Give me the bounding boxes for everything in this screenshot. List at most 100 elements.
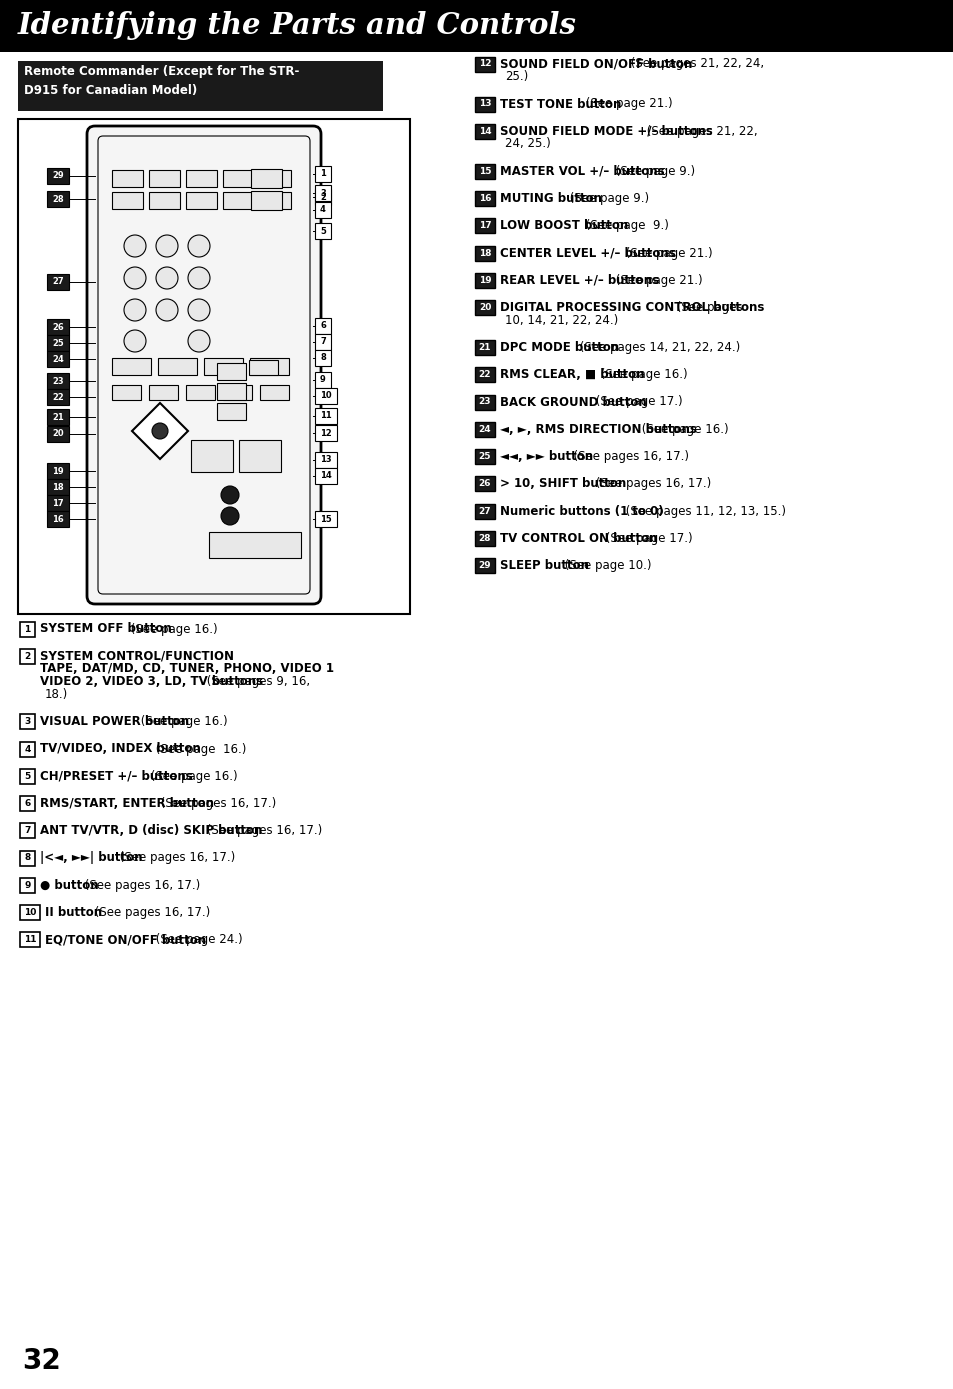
Text: 6: 6 [319, 321, 326, 331]
FancyBboxPatch shape [209, 532, 301, 558]
FancyBboxPatch shape [150, 385, 178, 400]
Text: (See page 21.): (See page 21.) [612, 274, 702, 286]
Text: MASTER VOL +/– buttons: MASTER VOL +/– buttons [499, 165, 664, 178]
Bar [47, 192, 69, 207]
Text: 1: 1 [319, 169, 326, 179]
Text: 17: 17 [478, 221, 491, 231]
FancyBboxPatch shape [223, 385, 253, 400]
Text: EQ/TONE ON/OFF button: EQ/TONE ON/OFF button [45, 933, 206, 946]
Text: (See page  16.): (See page 16.) [152, 743, 246, 756]
FancyBboxPatch shape [217, 403, 246, 419]
Bar [314, 350, 331, 365]
Bar [475, 246, 495, 261]
Text: 10: 10 [320, 392, 332, 400]
Bar [475, 531, 495, 546]
Text: 28: 28 [52, 194, 64, 204]
Text: 7: 7 [320, 338, 326, 346]
Bar [18, 119, 410, 614]
Text: VISUAL POWER button: VISUAL POWER button [40, 715, 189, 728]
Bar [475, 124, 495, 139]
Bar [475, 476, 495, 492]
Bar [314, 511, 336, 526]
Text: 8: 8 [25, 853, 30, 863]
FancyBboxPatch shape [191, 440, 233, 472]
Text: (See page 16.): (See page 16.) [127, 622, 217, 636]
Bar [20, 649, 35, 664]
Text: (See page 16.): (See page 16.) [137, 715, 227, 728]
Text: 16: 16 [52, 514, 64, 524]
Text: 5: 5 [319, 226, 326, 236]
Text: 21: 21 [52, 413, 64, 421]
Text: ANT TV/VTR, D (disc) SKIP button: ANT TV/VTR, D (disc) SKIP button [40, 824, 262, 838]
Bar [475, 218, 495, 233]
Bar [47, 511, 69, 526]
Text: (See pages 16, 17.): (See pages 16, 17.) [203, 824, 322, 838]
Text: 18: 18 [52, 482, 64, 492]
Text: SLEEP button: SLEEP button [499, 558, 588, 572]
Text: (See page 10.): (See page 10.) [560, 558, 651, 572]
Bar [314, 333, 331, 350]
Bar [47, 463, 69, 479]
Circle shape [124, 331, 146, 351]
Text: 26: 26 [478, 479, 491, 489]
Bar [475, 422, 495, 436]
Text: Numeric buttons (1 to 0): Numeric buttons (1 to 0) [499, 504, 663, 518]
Text: SYSTEM OFF button: SYSTEM OFF button [40, 622, 172, 636]
Bar [20, 714, 35, 729]
Text: 12: 12 [320, 428, 332, 438]
FancyBboxPatch shape [112, 192, 143, 208]
Text: Remote Commander (Except for The STR-
D915 for Canadian Model): Remote Commander (Except for The STR- D9… [24, 65, 299, 97]
Text: 32: 32 [22, 1347, 61, 1375]
FancyBboxPatch shape [223, 169, 254, 186]
Text: 3: 3 [25, 717, 30, 726]
Bar [20, 906, 40, 920]
Text: 14: 14 [478, 126, 491, 136]
Bar [47, 389, 69, 406]
Bar [314, 425, 336, 440]
Circle shape [221, 507, 239, 525]
Text: (See page 9.): (See page 9.) [612, 165, 695, 178]
Text: 10, 14, 21, 22, 24.): 10, 14, 21, 22, 24.) [504, 314, 618, 326]
Text: (See pages 16, 17.): (See pages 16, 17.) [157, 797, 276, 810]
Bar [47, 351, 69, 367]
Text: (See page 9.): (See page 9.) [566, 192, 649, 206]
Bar [475, 192, 495, 206]
Text: 24: 24 [52, 354, 64, 364]
Text: SOUND FIELD MODE +/– buttons: SOUND FIELD MODE +/– buttons [499, 125, 712, 138]
Bar [314, 318, 331, 333]
Text: ◄, ►, RMS DIRECTION buttons: ◄, ►, RMS DIRECTION buttons [499, 422, 696, 436]
Text: 2: 2 [25, 651, 30, 661]
Text: (See page 21.): (See page 21.) [621, 246, 712, 260]
Bar [475, 367, 495, 382]
Text: 17: 17 [52, 499, 64, 507]
Bar [47, 479, 69, 494]
Circle shape [156, 267, 178, 289]
Text: (See pages 21, 22, 24,: (See pages 21, 22, 24, [627, 57, 763, 71]
Text: 27: 27 [52, 278, 64, 286]
Text: > 10, SHIFT button: > 10, SHIFT button [499, 478, 625, 490]
Text: BACK GROUND button: BACK GROUND button [499, 396, 646, 408]
Text: (See pages 16, 17.): (See pages 16, 17.) [91, 906, 210, 920]
Text: (See pages: (See pages [673, 301, 742, 314]
FancyBboxPatch shape [150, 169, 180, 186]
Text: 13: 13 [320, 456, 332, 464]
Bar [20, 742, 35, 757]
Circle shape [124, 235, 146, 257]
Bar [475, 272, 495, 288]
Text: 9: 9 [24, 881, 30, 890]
Text: 25.): 25.) [504, 71, 528, 83]
Text: DPC MODE button: DPC MODE button [499, 342, 618, 354]
FancyBboxPatch shape [252, 190, 282, 210]
Text: REAR LEVEL +/– buttons: REAR LEVEL +/– buttons [499, 274, 659, 286]
FancyBboxPatch shape [217, 363, 246, 379]
Text: 4: 4 [319, 206, 326, 214]
Text: (See pages 14, 21, 22, 24.): (See pages 14, 21, 22, 24.) [576, 342, 740, 354]
Bar [20, 850, 35, 865]
Text: VIDEO 2, VIDEO 3, LD, TV buttons: VIDEO 2, VIDEO 3, LD, TV buttons [40, 675, 263, 689]
Bar [18, 61, 382, 111]
Bar [314, 189, 331, 206]
Text: TV CONTROL ON button: TV CONTROL ON button [499, 532, 657, 544]
Text: (See pages 16, 17.): (See pages 16, 17.) [566, 450, 689, 463]
Text: RMS CLEAR, ■ button: RMS CLEAR, ■ button [499, 368, 644, 381]
Text: 23: 23 [52, 376, 64, 386]
